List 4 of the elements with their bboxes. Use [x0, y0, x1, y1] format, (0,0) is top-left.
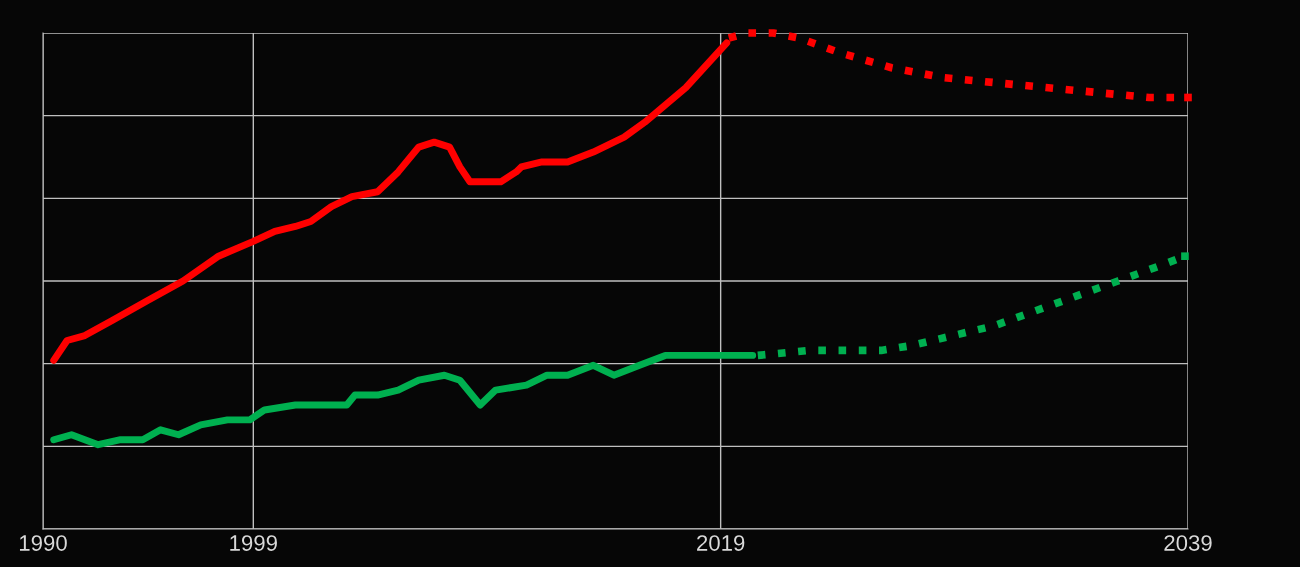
x-tick-label: 1999 [230, 535, 277, 551]
x-tick-label: 2019 [697, 535, 745, 551]
x-tick-label: 1990 [19, 535, 67, 551]
x-tick-label: 2039 [1164, 535, 1212, 551]
